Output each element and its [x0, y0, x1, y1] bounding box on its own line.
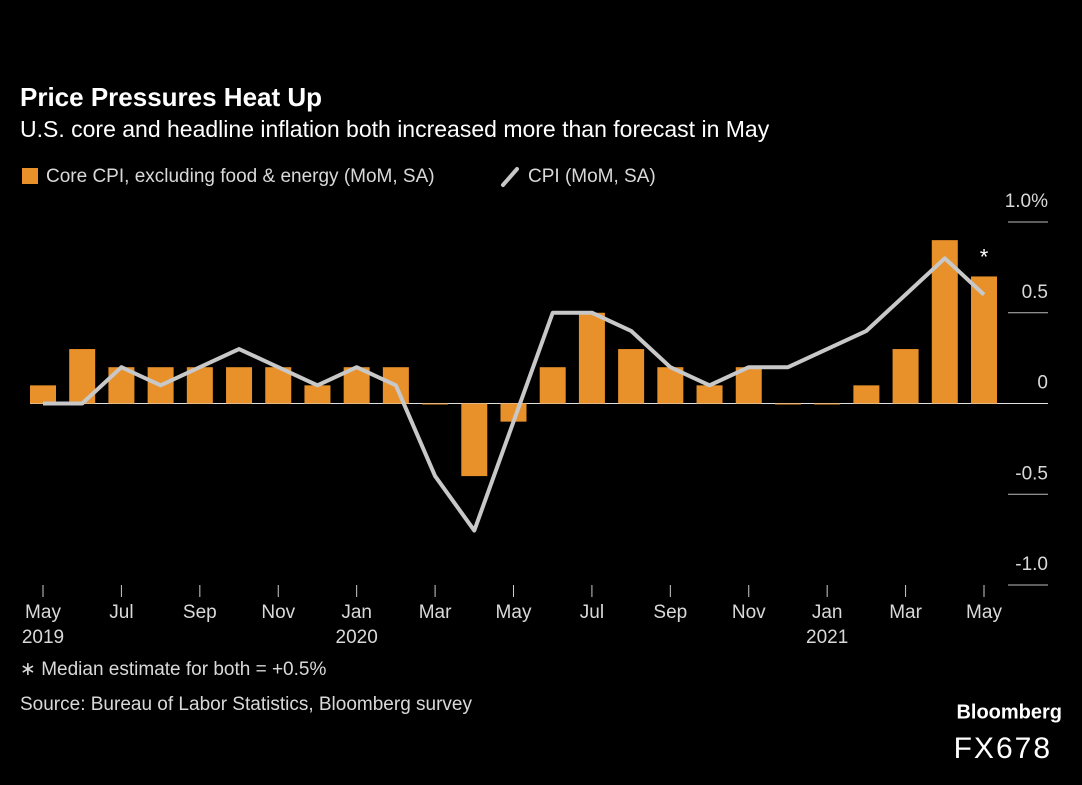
y-tick-label: 0.5	[1022, 282, 1048, 303]
x-tick-label: Jan	[341, 602, 372, 623]
x-tick-label: Nov	[261, 602, 295, 623]
x-tick-label: Jul	[109, 602, 133, 623]
bar	[618, 349, 645, 404]
brand: Bloomberg	[956, 701, 1062, 723]
x-tick-label: Jul	[580, 602, 604, 623]
bar	[971, 276, 997, 404]
x-tick-label: Mar	[889, 602, 922, 623]
bar	[30, 385, 56, 404]
x-tick-label: May	[496, 602, 532, 623]
bar	[226, 367, 253, 404]
y-tick-label: 1.0%	[1005, 191, 1048, 212]
legend-label: Core CPI, excluding food & energy (MoM, …	[46, 166, 435, 187]
x-tick-label: Sep	[653, 602, 687, 623]
x-year-label: 2019	[22, 627, 64, 648]
y-tick-label: -0.5	[1015, 463, 1048, 484]
bar	[539, 367, 566, 404]
x-year-label: 2020	[336, 627, 378, 648]
footnote: ∗ Median estimate for both = +0.5%	[20, 659, 326, 680]
bar	[461, 403, 488, 477]
bar	[422, 403, 449, 405]
bar	[892, 349, 919, 404]
x-tick-label: Nov	[732, 602, 766, 623]
bar	[304, 385, 331, 404]
source: Source: Bureau of Labor Statistics, Bloo…	[20, 694, 473, 715]
line	[43, 256, 986, 533]
annotation: *	[980, 244, 989, 269]
legend-swatch	[501, 167, 519, 187]
chart-subtitle: U.S. core and headline inflation both in…	[20, 116, 770, 142]
bar	[696, 385, 723, 404]
bar	[853, 385, 880, 404]
bar	[774, 403, 801, 405]
bar	[814, 403, 841, 405]
legend-label: CPI (MoM, SA)	[528, 166, 656, 187]
y-tick-label: -1.0	[1015, 554, 1048, 575]
legend-swatch	[22, 168, 38, 184]
bar	[578, 312, 605, 404]
x-year-label: 2021	[806, 627, 848, 648]
y-tick-label: 0	[1037, 373, 1048, 394]
watermark: FX678	[954, 732, 1052, 765]
x-tick-label: Mar	[419, 602, 452, 623]
x-tick-label: Jan	[812, 602, 843, 623]
x-tick-label: Sep	[183, 602, 217, 623]
x-tick-label: May	[25, 602, 61, 623]
x-tick-label: May	[966, 602, 1002, 623]
chart-title: Price Pressures Heat Up	[20, 82, 322, 112]
